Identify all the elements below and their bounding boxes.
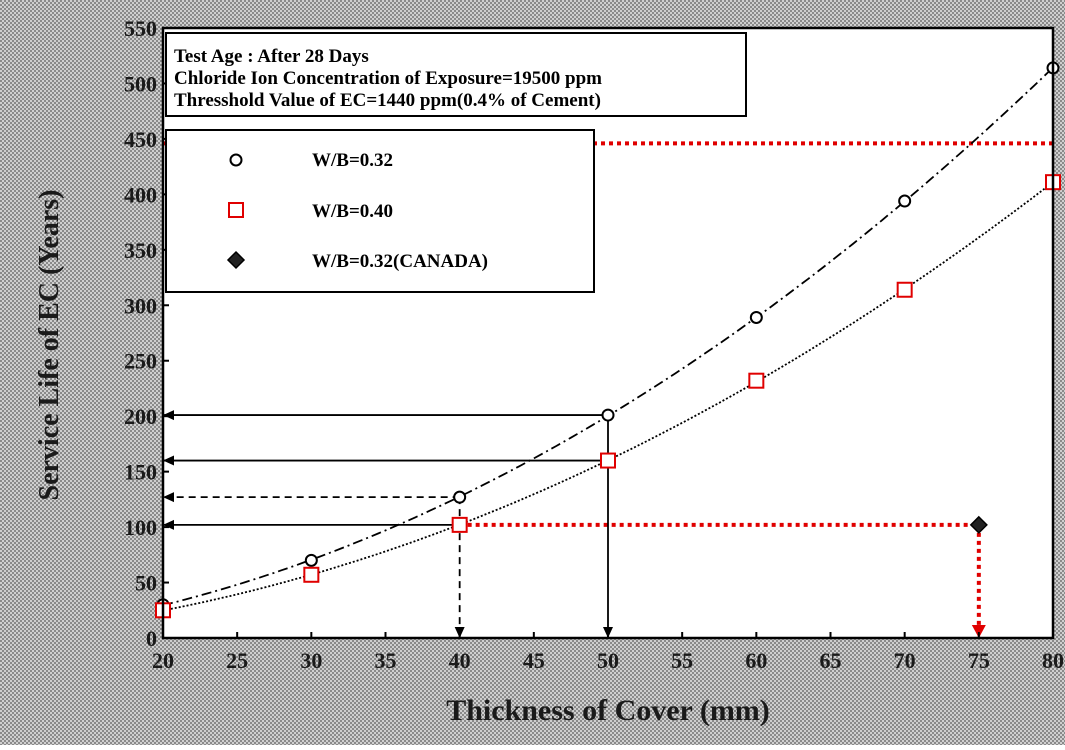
legend-label-wb-040: W/B=0.40 xyxy=(312,201,393,222)
x-tick-label: 30 xyxy=(300,648,322,673)
y-tick-label: 350 xyxy=(124,238,157,263)
annotation-arrows xyxy=(163,136,1053,638)
legend: W/B=0.32 W/B=0.40 W/B=0.32(CANADA) xyxy=(165,129,595,293)
point-w-b-0-32 xyxy=(749,310,763,324)
y-axis-label: Service Life of EC (Years) xyxy=(34,189,65,500)
info-line-2: Chloride Ion Concentration of Exposure=1… xyxy=(174,68,602,89)
x-tick-label: 50 xyxy=(597,648,619,673)
x-axis: 20 25 30 35 40 45 50 55 60 65 70 75 80 xyxy=(152,632,1064,673)
info-box-frame xyxy=(165,32,747,117)
point-w-b-0-32 xyxy=(601,408,615,422)
info-box: Test Age : After 28 Days Chloride Ion Co… xyxy=(165,32,747,117)
y-tick-label: 450 xyxy=(124,127,157,152)
x-tick-label: 45 xyxy=(523,648,545,673)
y-tick-label: 500 xyxy=(124,71,157,96)
data-points xyxy=(155,61,1061,619)
annotation-arrowhead xyxy=(163,519,174,530)
x-tick-label: 55 xyxy=(671,648,693,673)
x-tick-label: 65 xyxy=(820,648,842,673)
annotation-arrowhead xyxy=(971,625,986,638)
point-w-b-0-32 xyxy=(304,553,318,567)
y-tick-label: 250 xyxy=(124,349,157,374)
point-w-b-0-40 xyxy=(451,516,468,533)
point-w-b-0-40 xyxy=(748,372,765,389)
point-w-b-0-32 xyxy=(453,490,467,504)
legend-label-wb-032-canada: W/B=0.32(CANADA) xyxy=(312,251,488,272)
y-tick-label: 550 xyxy=(124,16,157,41)
info-line-1: Test Age : After 28 Days xyxy=(174,46,369,67)
legend-label-wb-032: W/B=0.32 xyxy=(312,150,393,171)
point-w-b-0-40 xyxy=(600,452,616,469)
x-tick-label: 80 xyxy=(1042,648,1064,673)
point-w-b-0-32 xyxy=(898,194,912,208)
x-tick-label: 60 xyxy=(745,648,767,673)
point-w-b-0-40 xyxy=(896,281,913,298)
y-tick-label: 50 xyxy=(135,571,157,596)
y-tick-label: 150 xyxy=(124,460,157,485)
point-w-b-0-40 xyxy=(303,566,320,583)
x-axis-label: Thickness of Cover (mm) xyxy=(446,694,770,727)
point-w-b-0-32-canada xyxy=(969,515,988,534)
y-tick-label: 300 xyxy=(124,293,157,318)
legend-marker-diamond xyxy=(226,250,246,270)
y-tick-label: 400 xyxy=(124,182,157,207)
y-tick-label: 0 xyxy=(146,626,157,651)
x-tick-label: 25 xyxy=(226,648,248,673)
x-tick-label: 20 xyxy=(152,648,174,673)
y-axis: 0 50 100 150 200 250 300 350 400 450 500 550 xyxy=(124,16,169,651)
annotation-arrowhead xyxy=(163,455,174,466)
x-tick-label: 40 xyxy=(449,648,471,673)
info-line-3: Thresshold Value of EC=1440 ppm(0.4% of … xyxy=(174,90,601,111)
x-tick-label: 75 xyxy=(968,648,990,673)
legend-marker-circle xyxy=(229,153,243,167)
legend-marker-square xyxy=(228,202,244,218)
annotation-arrowhead xyxy=(163,410,174,421)
x-tick-label: 70 xyxy=(894,648,916,673)
annotation-arrowhead xyxy=(163,492,174,503)
x-tick-label: 35 xyxy=(375,648,397,673)
y-tick-label: 100 xyxy=(124,515,157,540)
y-tick-label: 200 xyxy=(124,404,157,429)
